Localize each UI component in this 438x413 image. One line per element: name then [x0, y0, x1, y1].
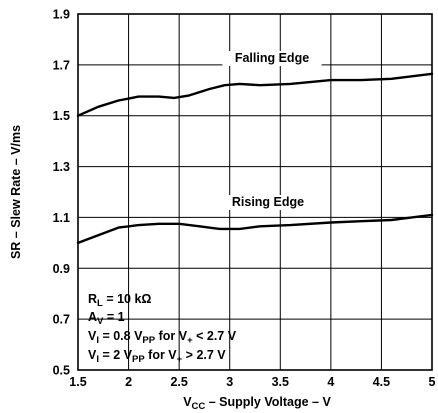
x-tick-label-7: 5 — [429, 375, 436, 389]
x-tick-label-6: 4.5 — [373, 375, 390, 389]
x-tick-label-2: 2.5 — [170, 375, 187, 389]
series-label-bg-1 — [222, 195, 314, 210]
grid-lines — [77, 13, 433, 371]
x-tick-label-4: 3.5 — [272, 375, 289, 389]
series-label-falling-edge: Falling Edge — [235, 51, 309, 65]
condition-line-1: AV = 1 — [88, 310, 125, 327]
y-tick-label-2: 0.9 — [53, 262, 70, 276]
condition-line-0: RL = 10 kΩ — [88, 292, 151, 309]
y-tick-labels: 0.5 0.7 0.9 1.1 1.3 1.5 1.7 1.9 — [53, 8, 70, 378]
y-axis-label: SR – Slew Rate – V/ms — [9, 125, 23, 259]
y-tick-label-5: 1.5 — [53, 109, 70, 123]
y-tick-label-3: 1.1 — [53, 211, 70, 225]
condition-line-3: VI = 2 VPP for V+ > 2.7 V — [88, 348, 226, 365]
series-label-bg-0 — [222, 51, 322, 66]
y-tick-label-1: 0.7 — [53, 313, 70, 327]
x-tick-labels: 1.5 2 2.5 3 3.5 4 4.5 5 — [69, 375, 435, 389]
y-tick-label-4: 1.3 — [53, 160, 70, 174]
x-tick-label-1: 2 — [125, 375, 132, 389]
x-axis-label: VCC – Supply Voltage – V — [183, 395, 331, 412]
y-tick-label-7: 1.9 — [53, 8, 70, 22]
series-label-rising-edge: Rising Edge — [232, 195, 304, 209]
condition-line-2: VI = 0.8 VPP for V+ < 2.7 V — [88, 329, 237, 346]
series-labels: Falling Edge Rising Edge — [222, 51, 322, 210]
x-tick-label-5: 4 — [327, 375, 334, 389]
plot-frame — [77, 13, 433, 371]
x-tick-label-3: 3 — [226, 375, 233, 389]
series-line-falling-edge — [76, 72, 434, 117]
data-curves — [76, 72, 434, 245]
x-tick-label-0: 1.5 — [69, 375, 86, 389]
y-tick-label-6: 1.7 — [53, 58, 70, 72]
series-line-rising-edge — [76, 213, 434, 245]
y-tick-label-0: 0.5 — [53, 364, 70, 378]
